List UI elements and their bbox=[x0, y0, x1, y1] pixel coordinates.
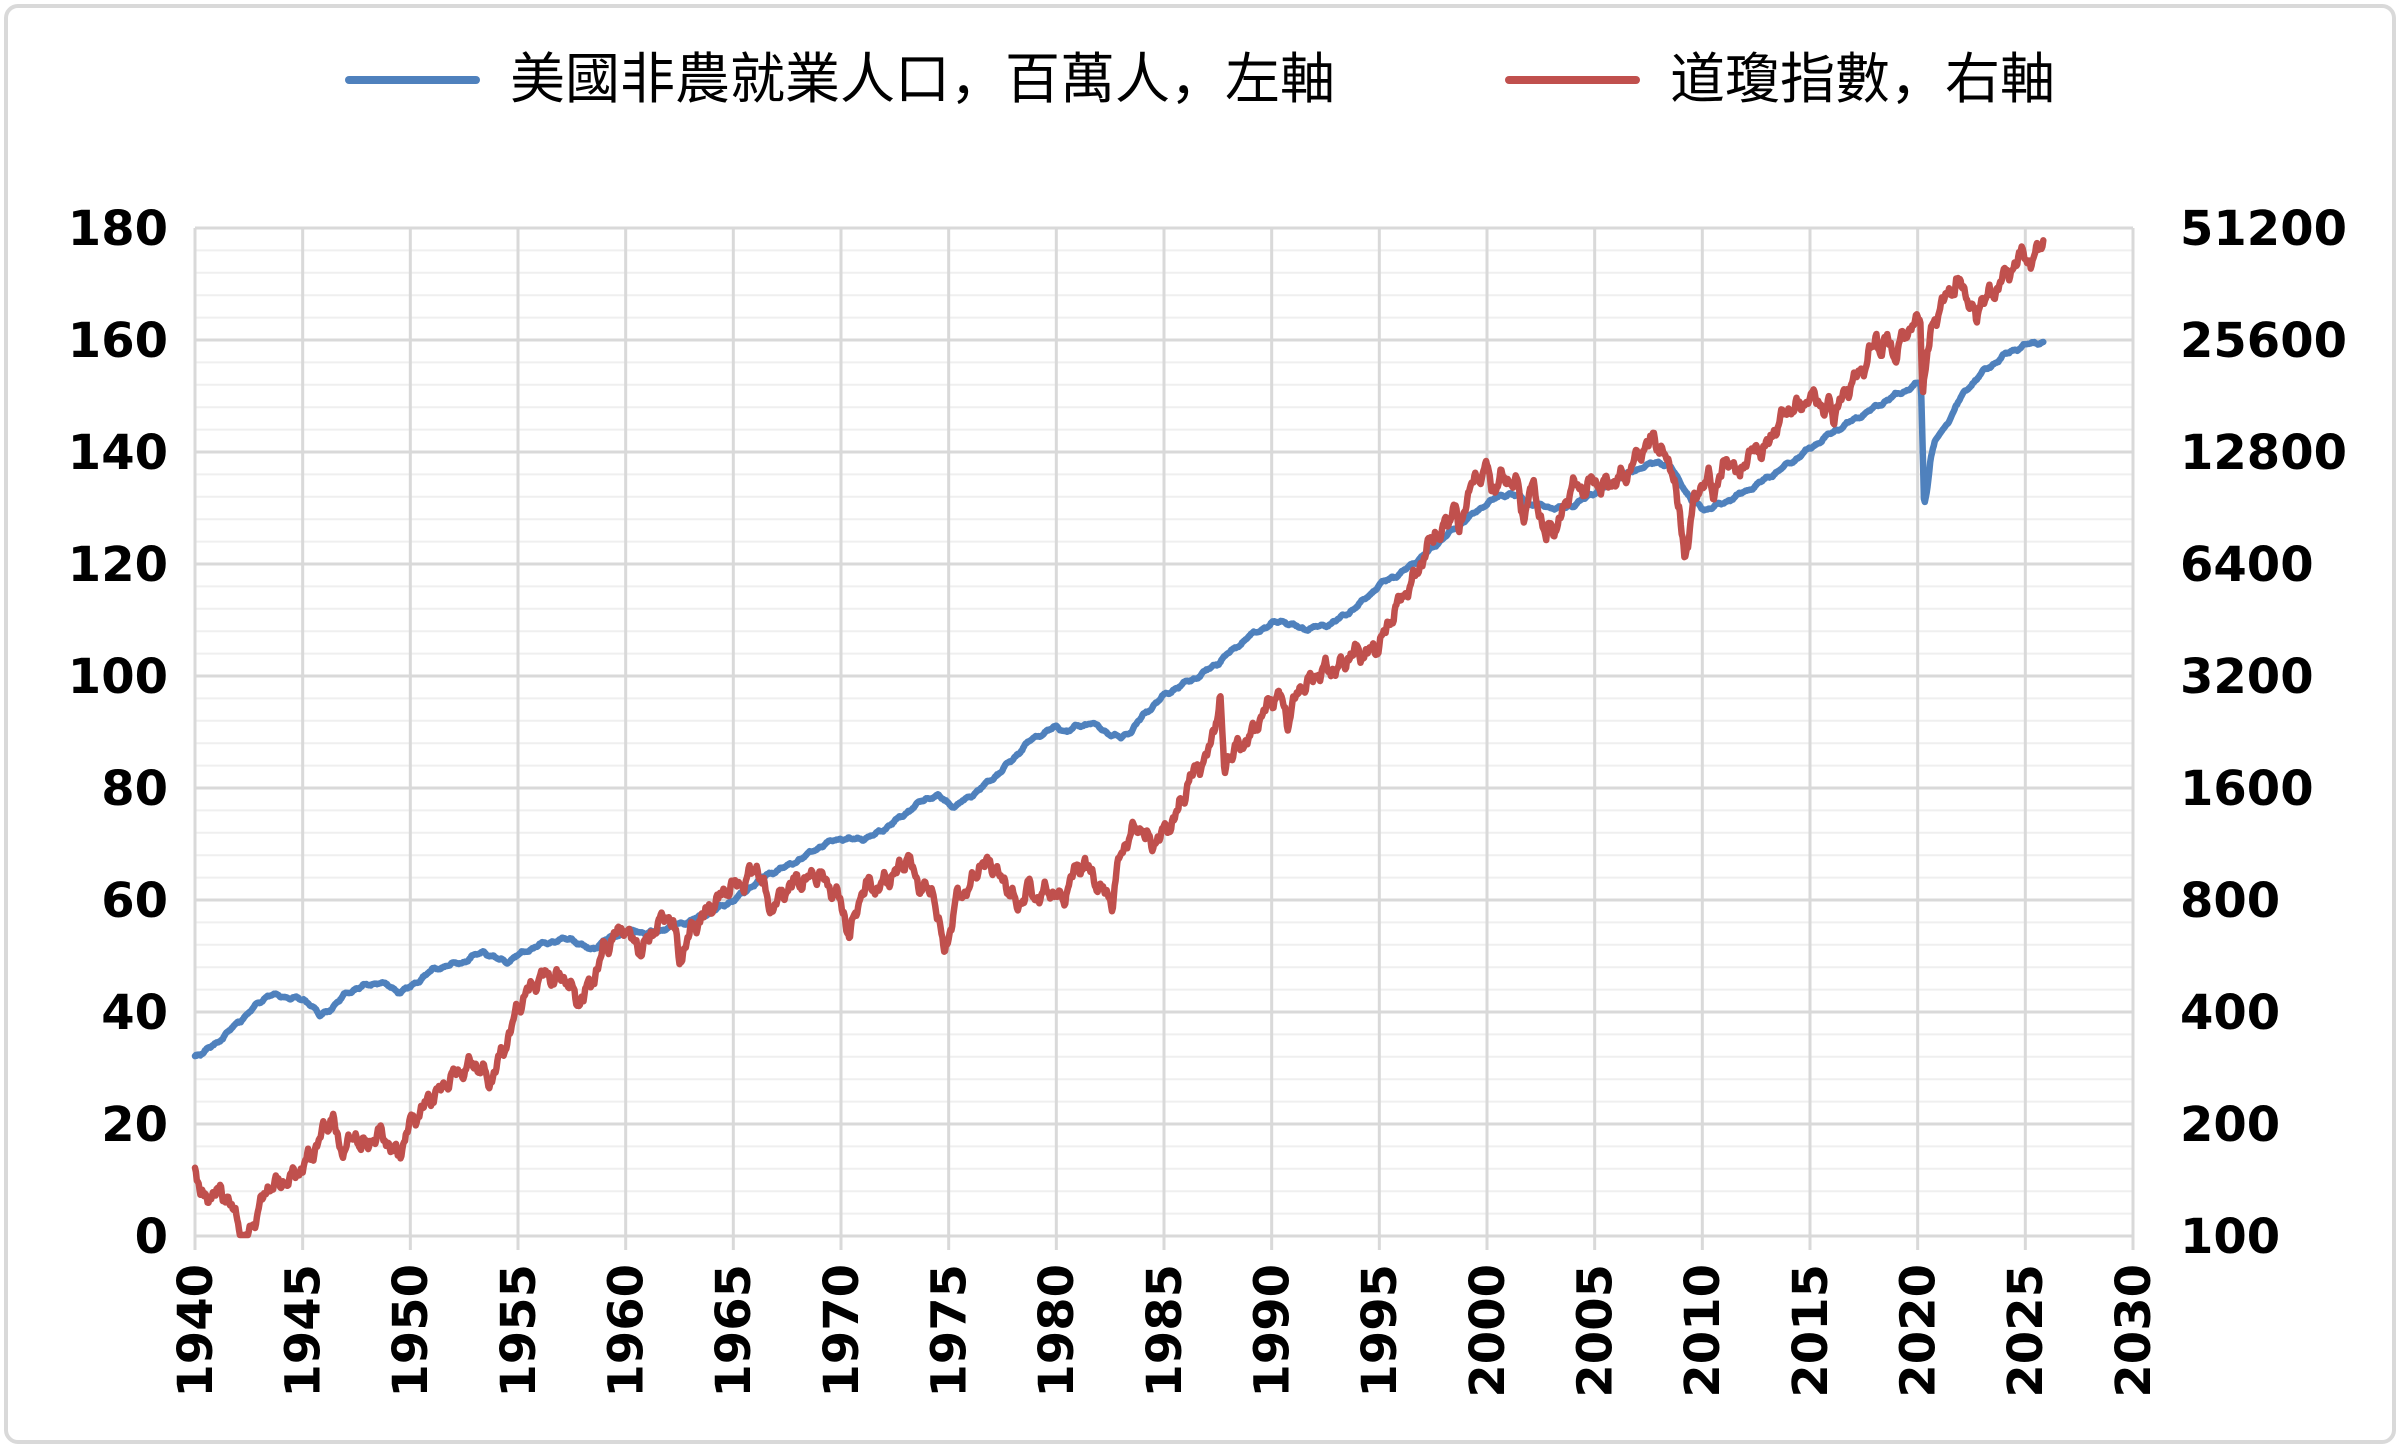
x-axis-tick-label: 1960 bbox=[598, 1264, 654, 1398]
x-axis-tick-label: 2000 bbox=[1460, 1264, 1516, 1398]
right-axis-tick-label: 200 bbox=[2180, 1097, 2280, 1153]
left-axis-tick-label: 20 bbox=[101, 1097, 168, 1153]
x-axis-tick-label: 1985 bbox=[1137, 1264, 1193, 1398]
x-axis-tick-label: 1975 bbox=[921, 1264, 977, 1398]
left-axis-tick-label: 180 bbox=[68, 201, 168, 257]
axis-labels: 0 20 40 60 80 100 120 140 160 180 100 200 400 800 1600… bbox=[68, 201, 2347, 1398]
right-axis-tick-label: 100 bbox=[2180, 1209, 2280, 1265]
x-axis-tick-label: 1970 bbox=[814, 1264, 870, 1398]
right-axis-tick-label: 51200 bbox=[2180, 201, 2347, 257]
left-axis-tick-label: 80 bbox=[101, 761, 168, 817]
right-axis-tick-label: 25600 bbox=[2180, 313, 2347, 369]
x-axis-tick-label: 2025 bbox=[1998, 1264, 2054, 1398]
left-axis-tick-label: 60 bbox=[101, 873, 168, 929]
x-axis-tick-label: 1940 bbox=[168, 1264, 224, 1398]
x-axis-tick-label: 1955 bbox=[491, 1264, 547, 1398]
right-axis-tick-label: 800 bbox=[2180, 873, 2280, 929]
x-axis-tick-label: 2010 bbox=[1675, 1264, 1731, 1398]
left-axis-tick-label: 40 bbox=[101, 985, 168, 1041]
x-axis-tick-label: 2005 bbox=[1567, 1264, 1623, 1398]
right-axis-tick-label: 6400 bbox=[2180, 537, 2314, 593]
dow-line-swatch-icon bbox=[1505, 76, 1640, 85]
dow-series-line bbox=[191, 237, 2047, 1239]
x-axis-tick-label: 1965 bbox=[706, 1264, 762, 1398]
legend-entry-payrolls: 美國非農就業人口，百萬人，左軸 bbox=[344, 49, 1335, 111]
x-axis-tick-label: 1950 bbox=[383, 1264, 439, 1398]
x-axis-tick-label: 1995 bbox=[1352, 1264, 1408, 1398]
left-axis-tick-label: 140 bbox=[68, 425, 168, 481]
right-axis-tick-label: 1600 bbox=[2180, 761, 2314, 817]
left-axis-tick-label: 0 bbox=[135, 1209, 168, 1265]
x-axis-tick-label: 2015 bbox=[1783, 1264, 1839, 1398]
left-axis-tick-label: 120 bbox=[68, 537, 168, 593]
legend: 美國非農就業人口，百萬人，左軸 道瓊指數，右軸 bbox=[0, 49, 2400, 111]
right-axis-tick-label: 3200 bbox=[2180, 649, 2314, 705]
x-axis-tick-label: 1990 bbox=[1244, 1264, 1300, 1398]
x-axis-tick-label: 2030 bbox=[2106, 1264, 2162, 1398]
right-axis-tick-label: 12800 bbox=[2180, 425, 2347, 481]
x-axis-tick-label: 2020 bbox=[1890, 1264, 1946, 1398]
x-axis-tick-label: 1945 bbox=[275, 1264, 331, 1398]
axis-tick-marks bbox=[193, 1236, 2135, 1250]
left-axis-tick-label: 160 bbox=[68, 313, 168, 369]
x-axis-tick-label: 1980 bbox=[1029, 1264, 1085, 1398]
payrolls-line-swatch-icon bbox=[344, 76, 480, 85]
payrolls-series-line bbox=[191, 338, 2047, 1060]
left-axis-tick-label: 100 bbox=[68, 649, 168, 705]
major-gridlines bbox=[193, 226, 2135, 1238]
right-axis-tick-label: 400 bbox=[2180, 985, 2280, 1041]
legend-label-payrolls: 美國非農就業人口，百萬人，左軸 bbox=[509, 49, 1335, 110]
legend-label-dow: 道瓊指數，右軸 bbox=[1670, 49, 2056, 110]
legend-entry-dow: 道瓊指數，右軸 bbox=[1505, 49, 2056, 111]
series-lines bbox=[191, 237, 2047, 1239]
